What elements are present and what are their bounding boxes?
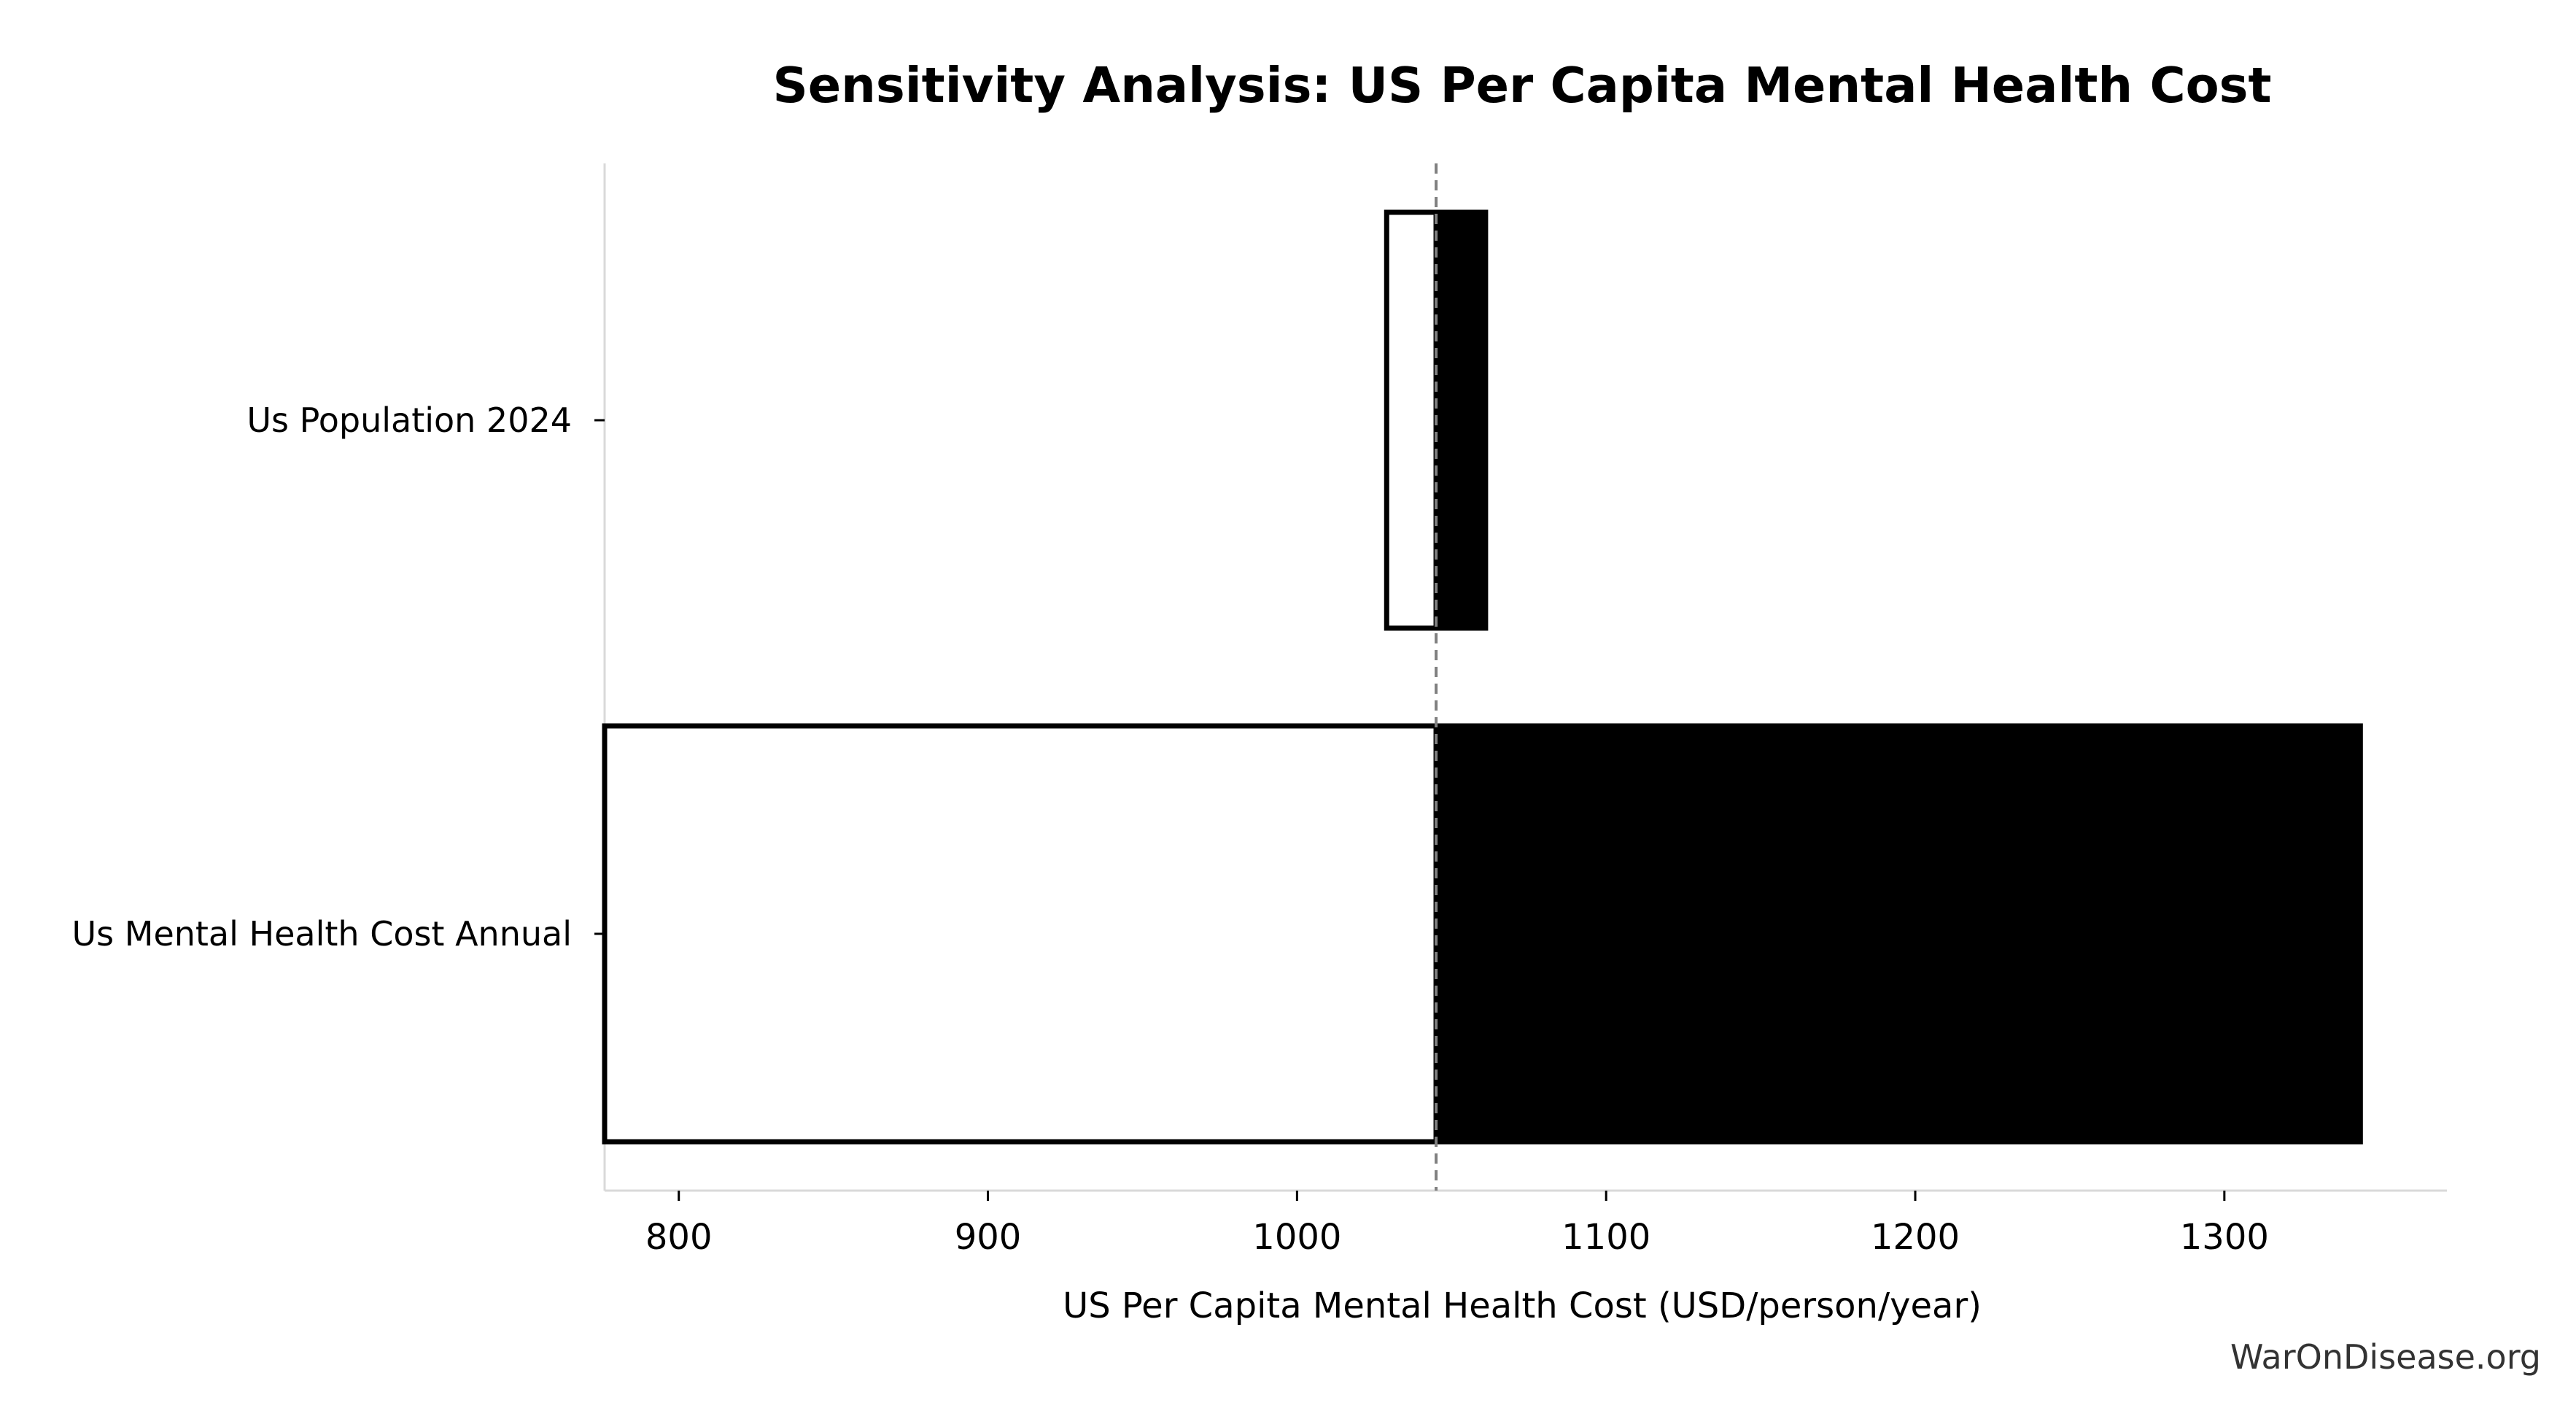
watermark: WarOnDisease.org <box>2230 1337 2541 1377</box>
x-tick-label-1: 900 <box>955 1217 1022 1258</box>
bar-high-0 <box>1433 209 1489 631</box>
y-tick-label-1: Us Mental Health Cost Annual <box>72 914 573 954</box>
x-tick-label-0: 800 <box>645 1217 713 1258</box>
y-tick-label-0: Us Population 2024 <box>247 401 572 440</box>
bar-low-0 <box>1384 209 1439 631</box>
x-tick-label-4: 1200 <box>1871 1217 1960 1258</box>
x-tick-label-2: 1000 <box>1252 1217 1341 1258</box>
x-tick-label-3: 1100 <box>1561 1217 1650 1258</box>
chart-title: Sensitivity Analysis: US Per Capita Ment… <box>772 57 2271 114</box>
bar-low-1 <box>602 723 1439 1145</box>
plot-area: Us Population 2024 Us Mental Health Cost … <box>72 163 2447 1258</box>
x-axis-label: US Per Capita Mental Health Cost (USD/pe… <box>1063 1285 1982 1326</box>
x-tick-label-5: 1300 <box>2180 1217 2269 1258</box>
bar-high-1 <box>1433 723 2363 1145</box>
